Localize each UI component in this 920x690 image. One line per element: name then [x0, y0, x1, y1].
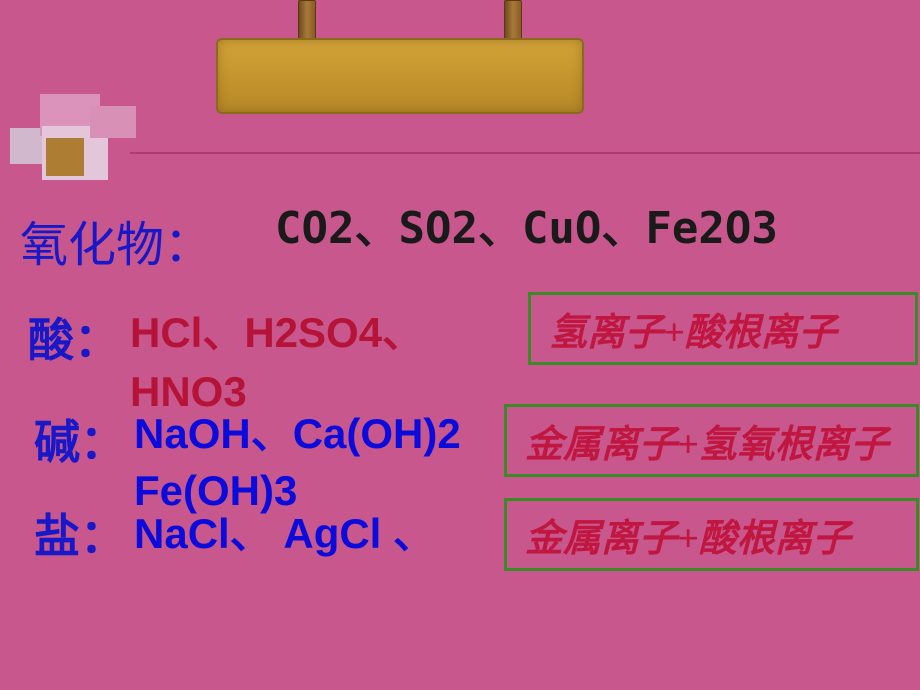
base-ion-box: 金属离子+氢氧根离子	[504, 404, 919, 477]
hanging-sign-board	[216, 38, 584, 114]
salt-ion-box: 金属离子+酸根离子	[504, 498, 919, 571]
sign-rods	[280, 0, 540, 40]
acid-ion-box: 氢离子+酸根离子	[528, 292, 918, 365]
squares-icon	[10, 90, 130, 190]
label-salt: 盐：	[34, 500, 126, 566]
oxide-formulas: CO2、SO2、CuO、Fe2O3	[275, 192, 778, 256]
acid-formulas: HCl、H2SO4、HNO3	[130, 304, 424, 422]
label-acid: 酸：	[28, 304, 120, 370]
horizontal-rule	[130, 152, 920, 154]
label-base: 碱：	[34, 406, 126, 472]
label-oxide: 氧化物：	[20, 205, 212, 275]
deco-square	[46, 138, 84, 176]
deco-square	[90, 106, 136, 138]
salt-formulas: NaCl、 AgCl 、	[134, 500, 435, 561]
